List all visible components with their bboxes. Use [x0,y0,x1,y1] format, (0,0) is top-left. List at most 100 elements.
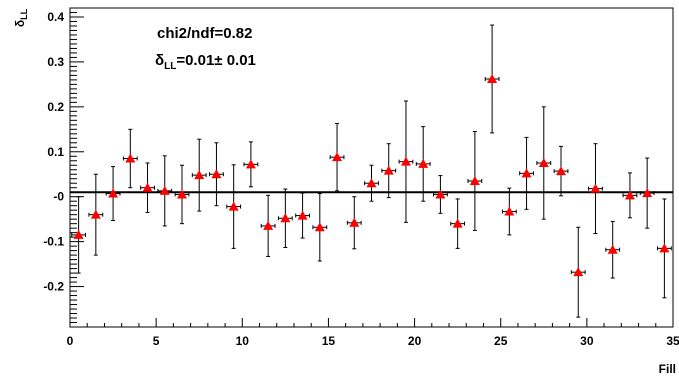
triangle-marker [469,175,480,185]
data-point [519,136,534,210]
data-point [122,128,138,189]
triangle-marker [263,220,274,230]
data-point [433,175,448,214]
triangle-marker [211,169,222,179]
y-axis-subscript: LL [19,8,29,19]
data-point [570,226,586,318]
triangle-marker [504,206,515,216]
points-layer [71,24,672,318]
data-point [450,198,466,249]
triangle-marker [487,73,498,83]
data-point [467,131,483,231]
pm-symbol: ± [214,52,222,69]
plot-frame [69,7,674,328]
data-point [191,138,207,212]
triangle-marker [556,166,567,176]
triangle-marker [607,244,618,254]
data-point [312,193,328,262]
triangle-marker [435,189,446,199]
triangle-marker [590,183,601,193]
data-point [140,162,155,213]
x-tick-label: 25 [494,334,508,348]
x-tick-label: 30 [580,334,594,348]
triangle-marker [332,152,343,162]
data-point [588,143,603,235]
triangle-marker [194,170,205,180]
data-point [260,194,276,257]
y-tick-label: 0.3 [47,55,64,69]
x-tick-label: 15 [322,334,336,348]
triangle-marker [142,182,153,192]
x-tick-label: 0 [67,334,74,348]
data-point [209,142,224,207]
triangle-marker [245,159,256,169]
data-point [174,164,190,225]
delta-subscript: LL [164,61,176,72]
data-point [105,166,121,222]
triangle-marker [366,178,377,188]
triangle-marker [400,156,411,166]
data-point [415,126,431,202]
stats-box: chi2/ndf=0.82 δLL=0.01± 0.01 [155,25,256,72]
data-point [656,198,672,299]
triangle-marker [624,190,635,200]
data-point [71,196,87,274]
triangle-marker [452,218,463,228]
x-tick-label: 10 [236,334,250,348]
triangle-marker [642,188,653,198]
triangle-marker [573,267,584,277]
axes-layer [69,7,674,328]
delta-ll-label: δLL=0.01± 0.01 [155,52,256,72]
data-point [88,173,104,256]
y-tick-label: 0.4 [47,10,64,24]
delta-error: 0.01 [223,52,256,69]
triangle-marker [383,165,394,175]
triangle-marker [521,168,532,178]
delta-value: =0.01 [176,52,214,69]
triangle-marker [108,188,119,198]
y-tick-label: -0 [53,190,64,204]
y-axis-title: δLL [13,8,29,27]
y-tick-label: 0.1 [47,145,64,159]
triangle-marker [297,210,308,220]
data-point [157,155,173,227]
data-point [226,164,242,249]
y-axis-symbol: δ [13,20,27,27]
y-tick-label: 0.2 [47,100,64,114]
delta-symbol: δ [155,52,164,69]
triangle-marker [659,243,670,253]
labels-layer: 0 5 10 15 20 25 30 35 -0.2 -0.1 -0 0.1 0.2 0.3 0.4 [43,10,679,348]
data-point [346,196,362,250]
triangle-marker [418,158,429,168]
data-point [501,187,517,236]
data-point [484,24,500,134]
triangle-marker [280,213,291,223]
data-point [605,220,621,279]
data-point [243,141,259,188]
chi2-ndf-label: chi2/ndf=0.82 [157,25,252,42]
triangle-marker [125,153,136,163]
data-point [553,145,569,197]
data-point [277,188,293,248]
triangle-marker [159,185,170,195]
triangle-marker [349,217,360,227]
triangle-marker [176,189,187,199]
data-point [381,143,397,199]
data-point [329,122,345,192]
triangle-marker [228,201,239,211]
data-point [364,164,379,202]
y-tick-label: -0.1 [43,235,64,249]
triangle-marker [314,222,325,232]
data-point [622,172,638,219]
data-point [639,157,655,229]
triangle-marker [538,158,549,168]
x-tick-label: 5 [153,334,160,348]
x-tick-label: 35 [666,334,679,348]
triangle-marker [73,229,84,239]
data-point [536,106,552,220]
data-point [398,100,414,223]
y-tick-label: -0.2 [43,280,64,294]
x-axis-title: Fill [659,362,676,376]
data-point [295,192,310,239]
